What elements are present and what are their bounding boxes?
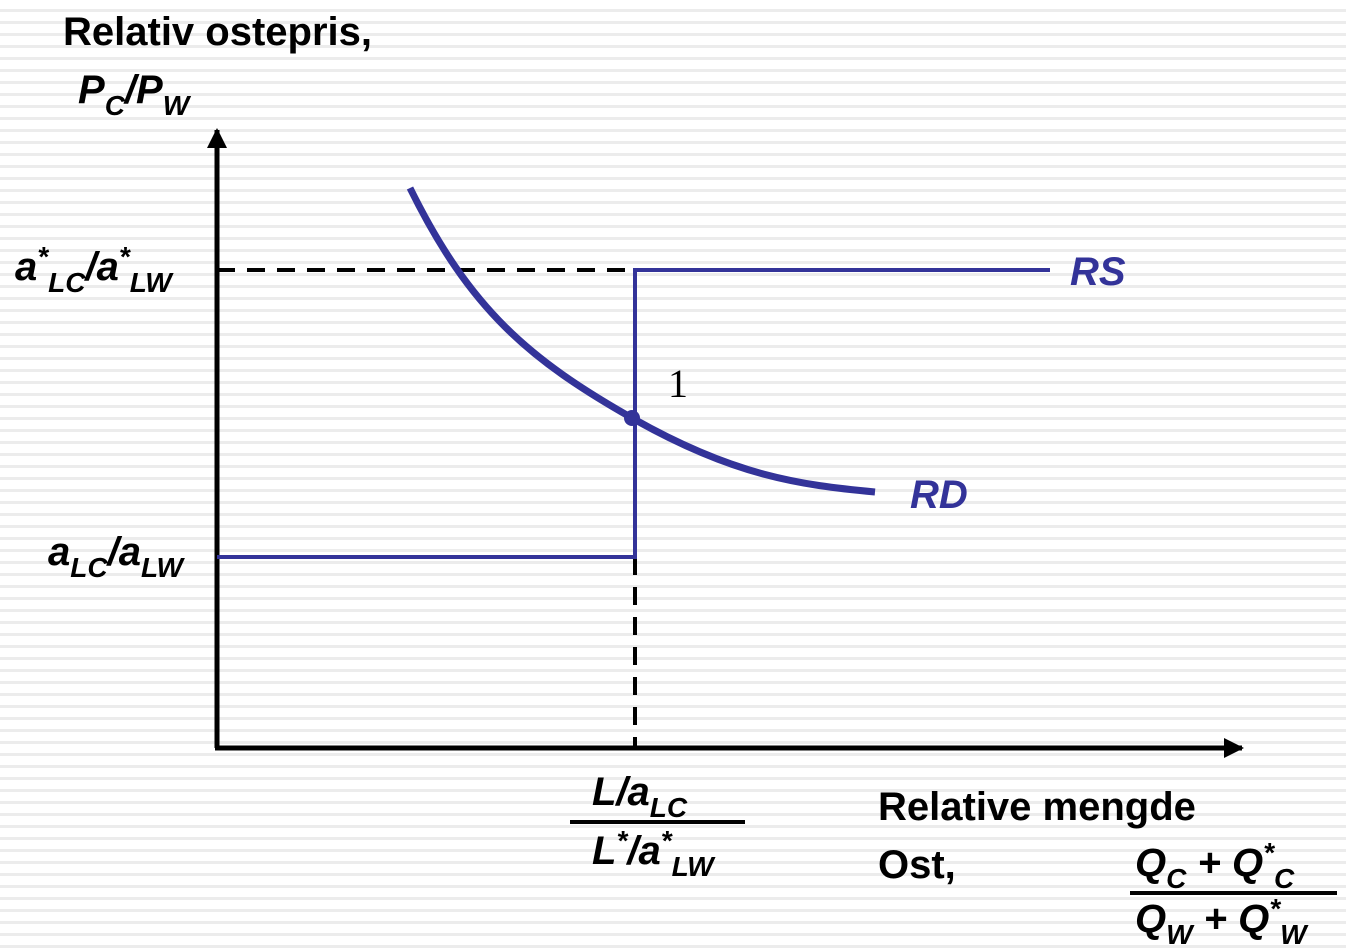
upper-level-label: a*LC/a*LW: [15, 241, 174, 298]
text-part: /a: [106, 530, 141, 574]
text-part: LC: [650, 792, 688, 823]
text-part: W: [1166, 919, 1195, 950]
text-part: *: [1269, 893, 1281, 924]
text-part: LW: [141, 552, 186, 583]
text-part: C: [1166, 863, 1187, 894]
text-part: /P: [123, 68, 163, 112]
text-part: + Q: [1186, 841, 1263, 885]
x-label-line2: Ost,: [878, 843, 956, 887]
text-part: LW: [130, 267, 175, 298]
text-part: P: [78, 68, 105, 112]
text-part: L/a: [592, 770, 650, 814]
rd-label: RD: [910, 473, 968, 517]
x-label-line1: Relative mengde: [878, 785, 1196, 829]
text-part: L: [592, 829, 616, 873]
text-part: W: [163, 90, 192, 121]
y-label-title: Relativ ostepris,: [63, 10, 372, 54]
point-label: 1: [668, 361, 688, 406]
text-part: LC: [48, 267, 86, 298]
text-part: C: [1274, 863, 1295, 894]
text-part: *: [616, 825, 628, 856]
text-part: a: [48, 530, 70, 574]
equilibrium-point: [624, 410, 640, 426]
text-part: /a: [625, 829, 660, 873]
text-part: /a: [83, 245, 118, 289]
x-label-denominator: QW + Q*W: [1135, 893, 1309, 950]
text-part: *: [119, 241, 131, 272]
text-part: LC: [70, 552, 108, 583]
x-level-denominator: L*/a*LW: [592, 825, 716, 882]
x-label-numerator: QC + Q*C: [1135, 837, 1295, 894]
text-part: *: [37, 241, 49, 272]
rd-curve: [406, 186, 876, 496]
text-part: LW: [672, 851, 717, 882]
text-part: *: [661, 825, 673, 856]
x-level-numerator: L/aLC: [592, 770, 688, 823]
y-label-ratio: PC/PW: [78, 68, 192, 121]
text-part: W: [1280, 919, 1309, 950]
text-part: C: [105, 90, 126, 121]
rs-label: RS: [1070, 250, 1126, 294]
text-part: a: [15, 245, 37, 289]
text-part: + Q: [1193, 897, 1270, 941]
text-part: Q: [1135, 897, 1166, 941]
lower-level-label: aLC/aLW: [48, 530, 185, 583]
text-part: Q: [1135, 841, 1166, 885]
text-part: *: [1263, 837, 1275, 868]
